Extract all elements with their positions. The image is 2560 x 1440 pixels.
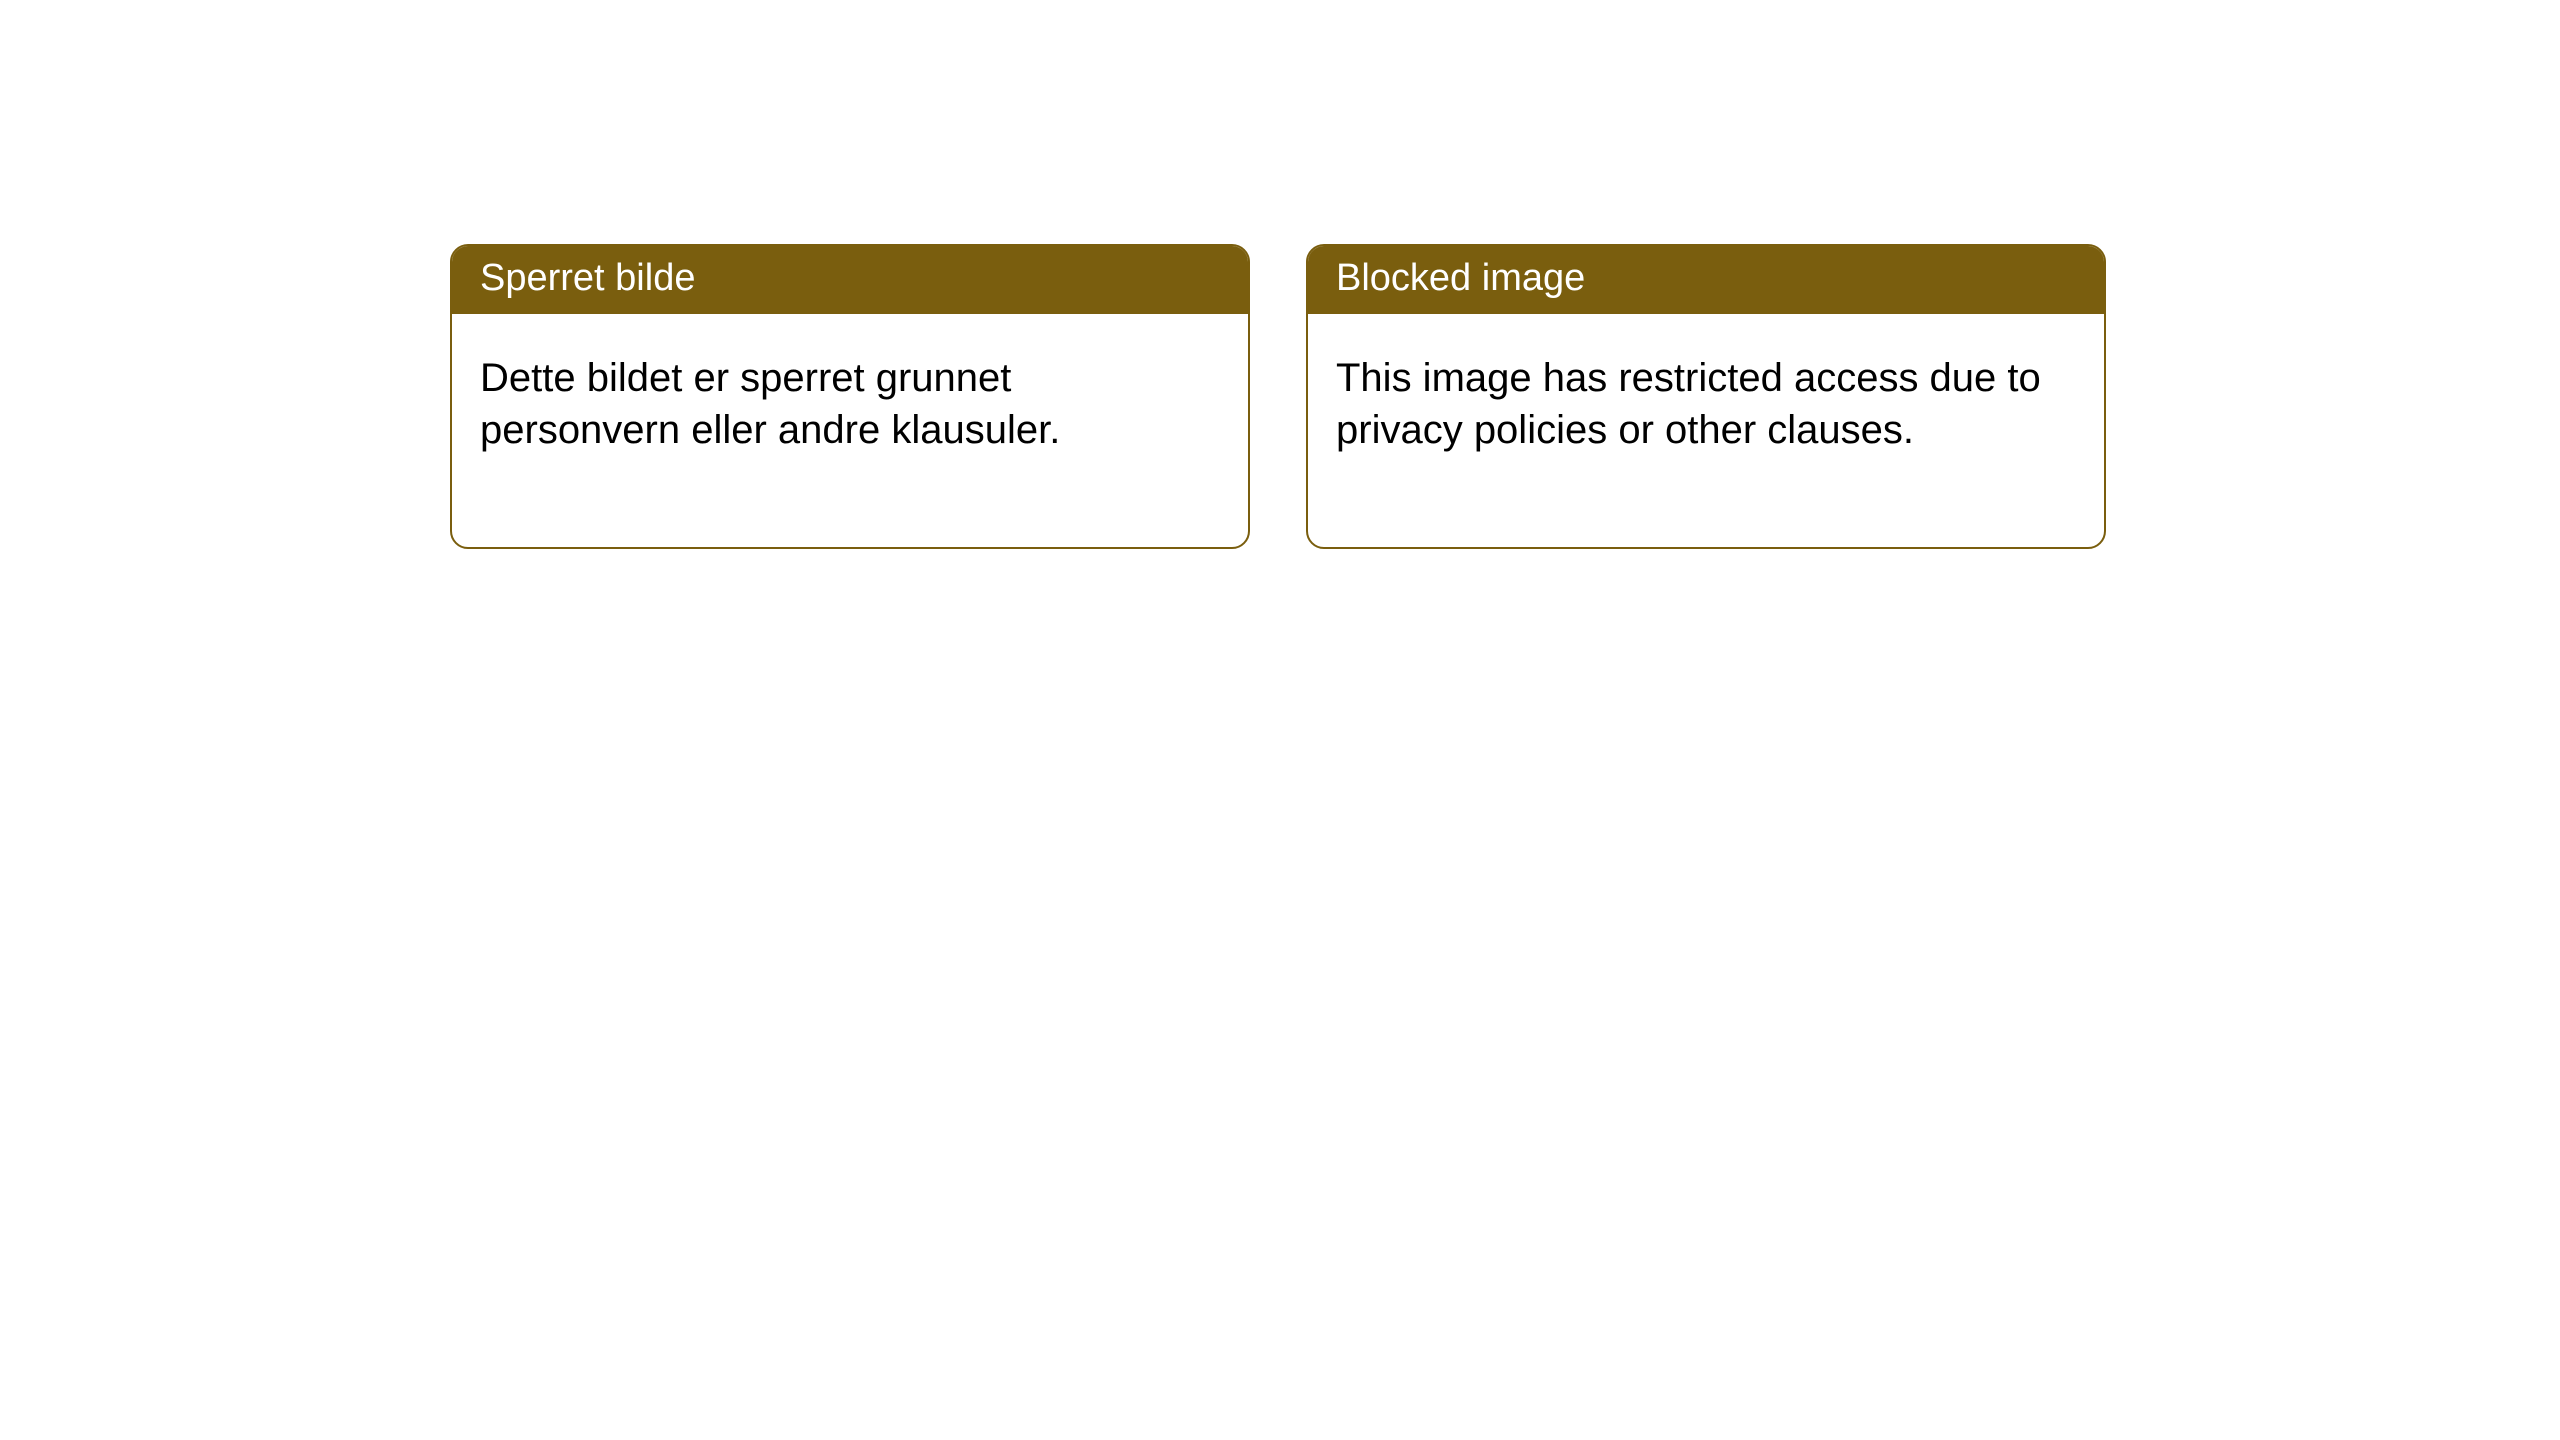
card-header: Blocked image <box>1308 246 2104 314</box>
card-body-text: This image has restricted access due to … <box>1336 356 2041 453</box>
card-body-text: Dette bildet er sperret grunnet personve… <box>480 356 1060 453</box>
blocked-image-card-norwegian: Sperret bilde Dette bildet er sperret gr… <box>450 244 1250 549</box>
card-body: This image has restricted access due to … <box>1308 314 2104 548</box>
notice-cards-container: Sperret bilde Dette bildet er sperret gr… <box>0 0 2560 549</box>
card-body: Dette bildet er sperret grunnet personve… <box>452 314 1248 548</box>
card-header-title: Sperret bilde <box>480 257 695 299</box>
card-header: Sperret bilde <box>452 246 1248 314</box>
blocked-image-card-english: Blocked image This image has restricted … <box>1306 244 2106 549</box>
card-header-title: Blocked image <box>1336 257 1585 299</box>
